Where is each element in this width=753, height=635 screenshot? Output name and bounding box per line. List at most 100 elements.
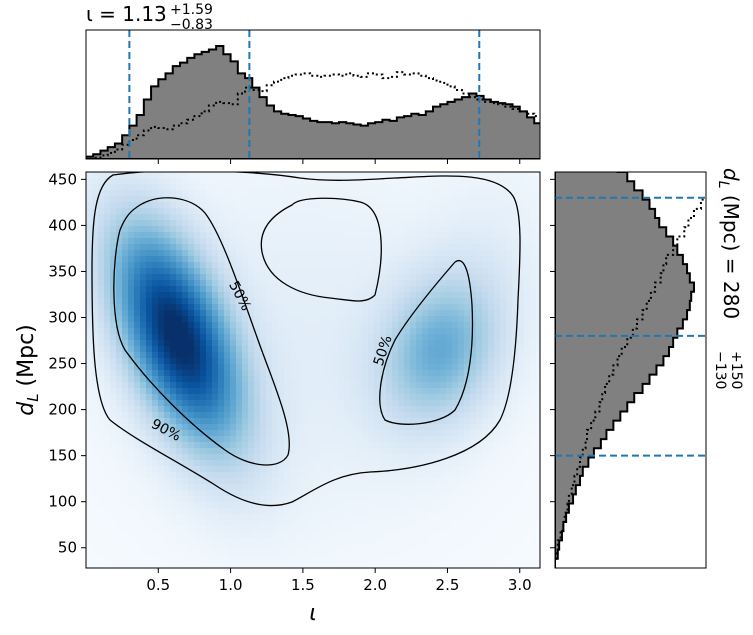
heatmap-cell [122, 520, 129, 527]
heatmap-cell [140, 196, 147, 203]
heatmap-cell [506, 214, 513, 221]
heatmap-cell [146, 172, 153, 179]
heatmap-cell [428, 316, 435, 323]
heatmap-cell [530, 406, 537, 413]
heatmap-cell [524, 484, 531, 491]
heatmap-cell [260, 430, 267, 437]
heatmap-cell [212, 214, 219, 221]
heatmap-cell [260, 382, 267, 389]
heatmap-cell [260, 202, 267, 209]
heatmap-cell [332, 178, 339, 185]
heatmap-cell [176, 388, 183, 395]
heatmap-cell [86, 418, 93, 425]
heatmap-cell [164, 322, 171, 329]
heatmap-cell [176, 280, 183, 287]
heatmap-cell [206, 328, 213, 335]
heatmap-cell [452, 172, 459, 179]
heatmap-cell [290, 340, 297, 347]
heatmap-cell [500, 490, 507, 497]
heatmap-cell [350, 556, 357, 563]
heatmap-cell [386, 364, 393, 371]
heatmap-cell [128, 262, 135, 269]
heatmap-cell [446, 214, 453, 221]
heatmap-cell [530, 196, 537, 203]
heatmap-cell [296, 502, 303, 509]
heatmap-cell [506, 304, 513, 311]
heatmap-cell [182, 310, 189, 317]
heatmap-cell [356, 442, 363, 449]
heatmap-cell [374, 190, 381, 197]
heatmap-cell [368, 562, 375, 568]
heatmap-cell [332, 382, 339, 389]
heatmap-cell [146, 448, 153, 455]
heatmap-cell [200, 274, 207, 281]
heatmap-cell [296, 430, 303, 437]
heatmap-cell [320, 406, 327, 413]
heatmap-cell [410, 190, 417, 197]
heatmap-cell [230, 244, 237, 251]
heatmap-cell [410, 298, 417, 305]
heatmap-cell [176, 322, 183, 329]
heatmap-cell [476, 226, 483, 233]
heatmap-cell [296, 280, 303, 287]
heatmap-cell [236, 502, 243, 509]
heatmap-cell [404, 556, 411, 563]
heatmap-cell [398, 334, 405, 341]
heatmap-cell [434, 274, 441, 281]
heatmap-cell [362, 280, 369, 287]
heatmap-cell [446, 532, 453, 539]
heatmap-cell [518, 364, 525, 371]
heatmap-cell [362, 430, 369, 437]
heatmap-cell [122, 172, 129, 179]
heatmap-cell [98, 358, 105, 365]
heatmap-cell [374, 502, 381, 509]
heatmap-cell [452, 226, 459, 233]
heatmap-cell [398, 286, 405, 293]
heatmap-cell [212, 184, 219, 191]
heatmap-cell [494, 418, 501, 425]
heatmap-cell [194, 226, 201, 233]
heatmap-cell [266, 280, 273, 287]
heatmap-cell [290, 280, 297, 287]
heatmap-cell [86, 190, 93, 197]
heatmap-cell [410, 448, 417, 455]
heatmap-cell [308, 268, 315, 275]
heatmap-cell [92, 178, 99, 185]
heatmap-cell [158, 340, 165, 347]
heatmap-cell [290, 226, 297, 233]
heatmap-cell [332, 286, 339, 293]
heatmap-cell [194, 388, 201, 395]
heatmap-cell [332, 322, 339, 329]
heatmap-cell [218, 484, 225, 491]
heatmap-cell [134, 292, 141, 299]
heatmap-cell [416, 382, 423, 389]
heatmap-cell [326, 322, 333, 329]
heatmap-cell [344, 364, 351, 371]
heatmap-cell [278, 370, 285, 377]
heatmap-cell [446, 376, 453, 383]
heatmap-cell [524, 280, 531, 287]
heatmap-cell [254, 268, 261, 275]
heatmap-cell [482, 562, 489, 568]
heatmap-cell [476, 418, 483, 425]
heatmap-cell [452, 358, 459, 365]
heatmap-cell [230, 280, 237, 287]
heatmap-cell [470, 184, 477, 191]
heatmap-cell [140, 316, 147, 323]
heatmap-cell [110, 268, 117, 275]
heatmap-cell [230, 184, 237, 191]
heatmap-cell [302, 304, 309, 311]
heatmap-cell [482, 514, 489, 521]
heatmap-cell [140, 460, 147, 467]
heatmap-cell [152, 238, 159, 245]
heatmap-cell [356, 244, 363, 251]
heatmap-cell [116, 292, 123, 299]
heatmap-cell [398, 316, 405, 323]
heatmap-cell [356, 556, 363, 563]
heatmap-cell [404, 442, 411, 449]
heatmap-cell [422, 358, 429, 365]
heatmap-cell [260, 454, 267, 461]
heatmap-cell [524, 466, 531, 473]
heatmap-cell [110, 334, 117, 341]
heatmap-cell [434, 376, 441, 383]
